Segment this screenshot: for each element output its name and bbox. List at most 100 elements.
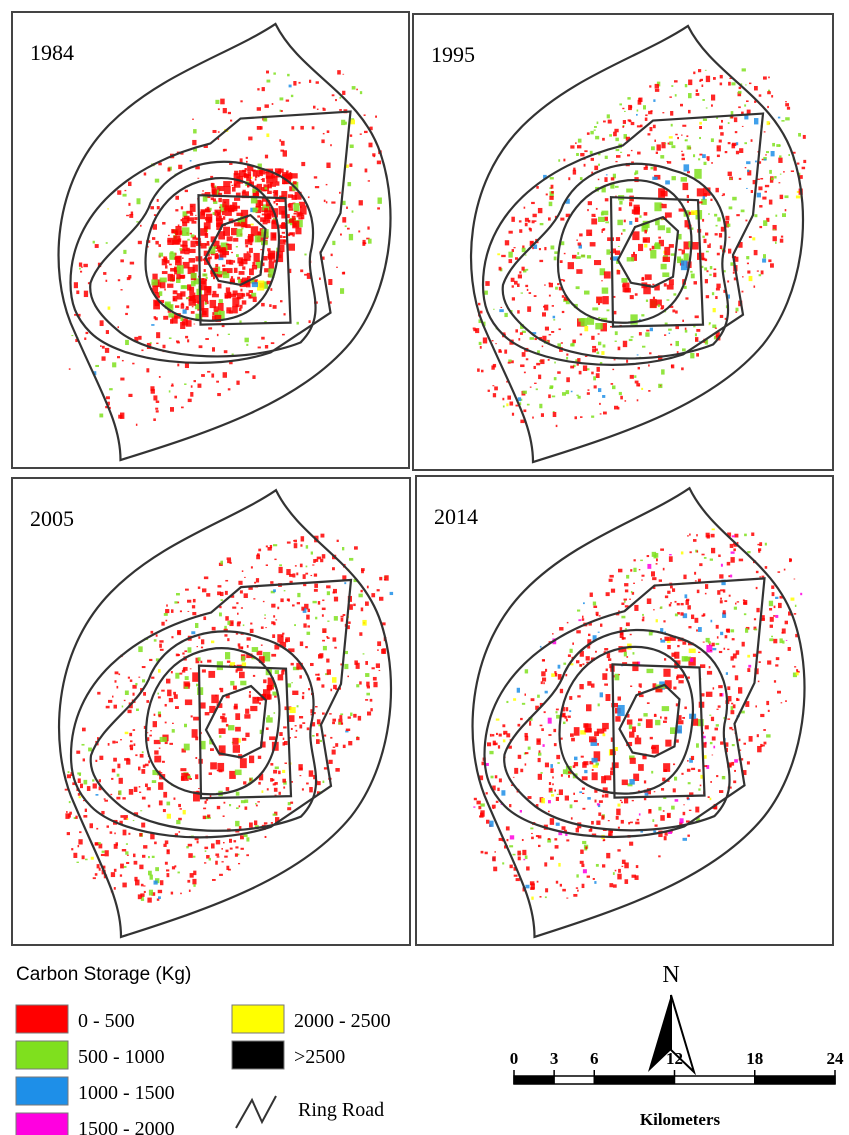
land-patch xyxy=(150,875,153,880)
land-patch xyxy=(725,216,729,221)
land-patch xyxy=(727,280,729,282)
land-patch xyxy=(82,744,85,746)
land-patch xyxy=(254,820,257,825)
land-patch xyxy=(300,126,304,130)
land-patch xyxy=(141,350,143,352)
land-patch xyxy=(160,278,167,283)
land-patch xyxy=(264,618,266,619)
land-patch xyxy=(203,259,206,261)
land-patch xyxy=(259,702,261,704)
land-patch xyxy=(349,604,353,610)
land-patch xyxy=(660,815,665,821)
land-patch xyxy=(615,870,617,872)
land-patch xyxy=(158,244,161,247)
land-patch xyxy=(267,715,270,717)
land-patch xyxy=(637,152,641,155)
land-patch xyxy=(365,661,368,665)
land-patch xyxy=(774,680,776,682)
land-patch xyxy=(117,774,120,777)
land-patch xyxy=(343,614,346,616)
land-patch xyxy=(644,230,647,234)
land-patch xyxy=(223,181,230,187)
land-patch xyxy=(158,896,161,899)
land-patch xyxy=(224,634,227,636)
land-patch xyxy=(540,223,544,225)
land-patch xyxy=(577,252,579,255)
land-patch xyxy=(268,251,275,260)
land-patch xyxy=(172,866,175,869)
land-patch xyxy=(694,281,698,284)
land-patch xyxy=(315,186,319,188)
land-patch xyxy=(690,551,692,553)
land-patch xyxy=(544,247,546,250)
land-patch xyxy=(791,170,794,172)
land-patch xyxy=(553,412,557,417)
land-patch xyxy=(179,673,182,675)
land-patch xyxy=(282,183,284,185)
land-patch xyxy=(249,268,254,275)
land-patch xyxy=(803,160,806,163)
land-patch xyxy=(745,220,747,222)
land-patch xyxy=(738,106,741,108)
legend-label: 0 - 500 xyxy=(78,1010,135,1032)
land-patch xyxy=(159,291,162,296)
land-patch xyxy=(541,671,545,676)
land-patch xyxy=(195,215,197,216)
land-patch xyxy=(84,337,86,339)
land-patch xyxy=(572,343,575,347)
land-patch xyxy=(172,729,175,733)
land-patch xyxy=(218,198,222,202)
land-patch xyxy=(621,802,623,804)
land-patch xyxy=(358,716,361,721)
land-patch xyxy=(633,568,636,572)
land-patch xyxy=(136,709,139,711)
land-patch xyxy=(512,297,515,300)
land-patch xyxy=(591,372,594,375)
land-patch xyxy=(340,288,344,294)
land-patch xyxy=(289,85,292,88)
land-patch xyxy=(726,629,729,632)
land-patch xyxy=(659,579,662,581)
land-patch xyxy=(125,313,128,315)
land-patch xyxy=(698,69,701,72)
land-patch xyxy=(582,808,585,810)
land-patch xyxy=(536,388,538,390)
land-patch xyxy=(322,554,326,558)
land-patch xyxy=(739,148,743,153)
land-patch xyxy=(721,564,723,567)
land-patch xyxy=(639,683,642,686)
land-patch xyxy=(532,220,535,223)
land-patch xyxy=(742,291,744,293)
land-patch xyxy=(548,718,552,724)
land-patch xyxy=(237,621,241,623)
land-patch xyxy=(215,186,217,188)
land-patch xyxy=(550,856,554,859)
land-patch xyxy=(491,776,494,779)
land-patch xyxy=(257,553,260,556)
land-patch xyxy=(626,575,629,579)
land-patch xyxy=(162,271,168,274)
land-patch xyxy=(348,716,351,718)
land-patch xyxy=(667,161,671,163)
land-patch xyxy=(192,605,195,608)
land-patch xyxy=(154,639,157,641)
land-patch xyxy=(181,219,183,221)
land-patch xyxy=(187,284,191,290)
land-patch xyxy=(158,669,161,673)
land-patch xyxy=(781,120,784,122)
land-patch xyxy=(349,163,352,166)
land-patch xyxy=(568,775,570,778)
land-patch xyxy=(727,224,730,227)
land-patch xyxy=(159,800,163,805)
land-patch xyxy=(705,70,707,71)
land-patch xyxy=(84,291,88,297)
land-patch xyxy=(673,687,676,690)
land-patch xyxy=(299,724,302,728)
land-patch xyxy=(231,252,233,253)
land-patch xyxy=(710,798,712,800)
land-patch xyxy=(537,695,540,698)
land-patch xyxy=(683,575,686,580)
land-patch xyxy=(594,129,596,130)
land-patch xyxy=(689,810,692,811)
land-patch xyxy=(584,770,587,773)
